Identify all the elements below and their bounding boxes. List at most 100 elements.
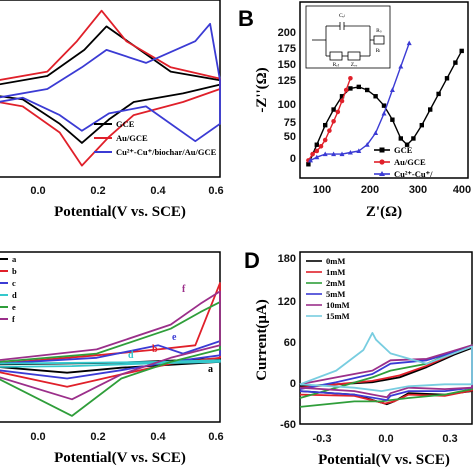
panel-a-legend: GCE Au/GCE Cu²⁺-Cu⁺/biochar/Au/GCE [94,119,217,157]
legend-label: d [12,290,17,300]
data-point [390,117,395,122]
series-line-f [0,290,221,401]
legend-label: e [12,302,16,312]
warburg-element [347,51,361,61]
x-tick-label: 0.6 [208,431,223,443]
x-axis-label: Potential(V vs. SCE) [54,204,186,220]
data-point [373,94,378,99]
data-point [327,128,332,133]
panel-label: B [238,6,254,31]
series-line-d [0,359,221,368]
data-point [406,40,412,46]
legend-marker [379,147,385,153]
inset-label: Cₑₗ [339,13,345,19]
legend-label: Cu²⁺-Cu⁺/ [394,169,433,179]
y-tick-label: 50 [284,131,296,143]
legend-label: 2mM [326,278,345,288]
data-point [373,130,379,135]
legend-label: GCE [394,145,413,155]
x-tick-label: 300 [409,184,427,196]
data-point [314,148,320,154]
legend-label: b [12,266,17,276]
legend-label: 5mM [326,289,345,299]
inset-label: Rₗ [376,48,381,54]
data-point [339,98,345,104]
legend-label: 1mM [326,267,345,277]
y-tick-label: 175 [278,43,296,55]
curve-annotation: b [152,344,158,355]
data-point [339,151,345,157]
data-point [348,75,353,81]
resistor-ret [329,51,343,61]
data-point [331,107,336,112]
curve-annotation: f [182,284,186,295]
x-tick-label: 0.4 [150,185,166,197]
y-tick-label: 100 [278,99,296,111]
panel-b-inset-circuit: Cₑₗ Rₛ Rₑₜ Zᵥᵥ Rₗ [305,5,391,69]
resistor-rs [373,35,385,45]
legend-label: Cu²⁺-Cu⁺/biochar/Au/GCE [116,147,217,157]
legend-label: Au/GCE [394,157,426,167]
panel-d: D 0mM 1mM 2mM 5mM 10mM 15mM 180 120 60 0… [244,248,473,468]
panel-c-plot [0,282,221,417]
legend-label: f [12,314,15,324]
data-point [459,48,464,54]
data-point [436,91,441,97]
data-point [322,151,328,157]
y-tick-label: 120 [278,296,296,308]
x-tick-label: 0.0 [30,185,45,197]
x-tick-label: 100 [313,184,331,196]
data-point [381,110,387,116]
legend-marker [379,159,385,165]
legend-label: GCE [116,119,135,129]
legend-label: c [12,278,16,288]
y-tick-label: 60 [284,337,296,349]
y-axis-label: Current(μA) [254,299,270,381]
data-point [404,142,410,147]
panel-b-legend: GCE Au/GCE Cu²⁺-Cu⁺/ [374,145,433,179]
data-point [356,148,362,153]
y-tick-label: 75 [284,117,296,129]
data-point [411,136,416,141]
panel-d-frame [299,251,473,425]
data-point [347,149,353,155]
data-point [314,142,319,147]
panel-label: D [244,248,260,273]
y-tick-label: 0 [290,378,296,390]
x-tick-label: 200 [361,184,379,196]
series-line-au-gce [0,9,221,167]
legend-marker [379,171,385,176]
series-line-gce [307,50,463,165]
panel-a: GCE Au/GCE Cu²⁺-Cu⁺/biochar/Au/GCE 0.0 0… [0,0,224,220]
data-point [335,109,341,115]
curve-annotation: e [172,332,177,343]
data-point [323,122,328,128]
data-point [428,107,433,112]
data-point [306,162,311,167]
x-tick-label: 0.6 [208,185,223,197]
data-point [331,151,337,157]
inset-label: Rₛ [376,28,382,34]
data-point [310,151,315,157]
data-point [381,103,387,108]
panel-c: a b c d e f f e d b c a 0.0 0.2 0.4 0.6 … [0,251,224,466]
x-axis-label: Potential(V vs. SCE) [318,452,450,468]
y-tick-label: 125 [278,75,296,87]
legend-label: Au/GCE [116,133,148,143]
panel-d-plot [299,331,473,408]
data-point [343,87,349,93]
x-tick-label: 0.4 [150,431,166,443]
data-point [318,143,324,149]
data-point [331,118,336,124]
data-point [365,87,370,93]
data-point [444,76,450,81]
legend-label: a [12,254,17,264]
curve-annotation: d [128,350,134,361]
data-point [398,136,403,141]
inset-label: Zᵥᵥ [351,62,358,68]
data-point [322,137,328,143]
y-tick-label: 180 [278,253,296,265]
panel-d-legend: 0mM 1mM 2mM 5mM 10mM 15mM [306,256,350,321]
x-tick-label: 0.3 [442,433,457,445]
